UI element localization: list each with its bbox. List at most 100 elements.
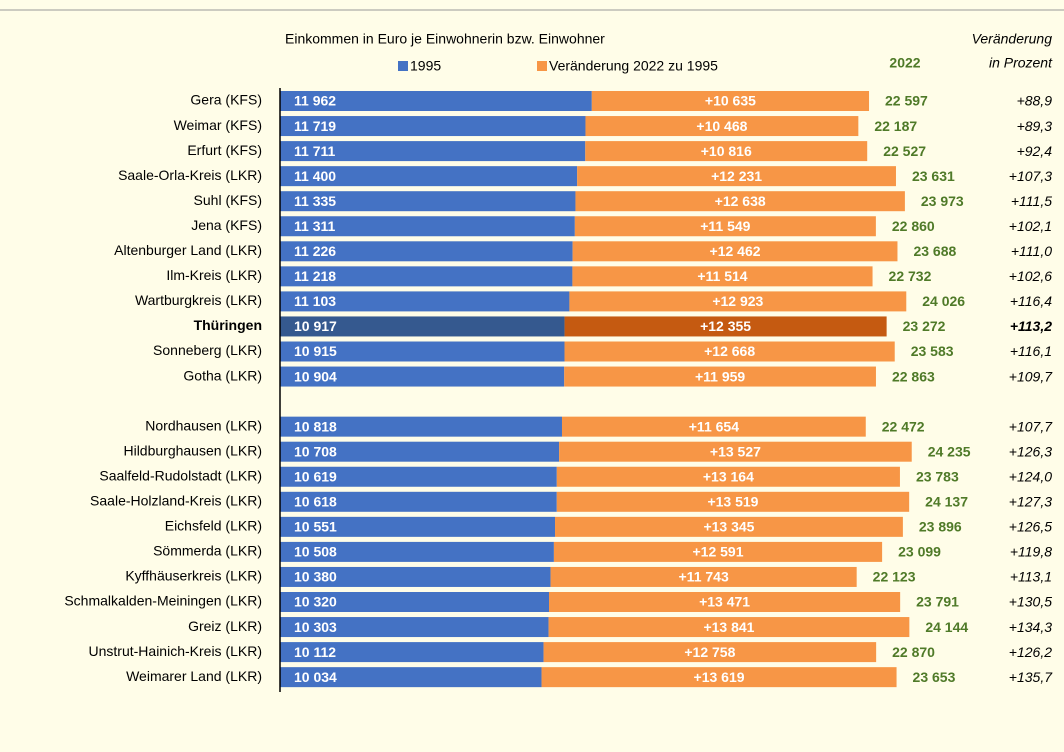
pct-label: +88,9	[1017, 93, 1053, 109]
category-label: Sömmerda (LKR)	[153, 543, 262, 559]
bar-label: +12 638	[715, 193, 766, 209]
bar-segment	[280, 592, 550, 612]
pct-label: +113,1	[1010, 569, 1052, 585]
total-label: 22 123	[873, 569, 916, 585]
pct-label: +124,0	[1009, 468, 1052, 484]
total-label: 24 144	[925, 619, 968, 635]
bar-segment	[280, 466, 557, 487]
bar-segment	[280, 516, 556, 537]
bar-segment	[541, 667, 897, 688]
bar-label: +13 164	[703, 468, 754, 484]
bar-segment	[572, 266, 873, 287]
bar-label: +10 816	[701, 143, 752, 159]
bar-segment	[559, 441, 912, 462]
bar-label: +13 841	[703, 619, 754, 635]
category-label: Saale-Orla-Kreis (LKR)	[118, 167, 262, 183]
bar-label: +13 345	[703, 519, 754, 535]
total-label: 24 235	[928, 443, 971, 459]
totals-header: 2022	[889, 55, 920, 71]
bar-segment	[543, 642, 877, 663]
bar-segment	[577, 166, 896, 187]
bar-label: 10 551	[294, 519, 337, 535]
bar-segment	[555, 516, 903, 537]
pct-label: +126,3	[1009, 443, 1052, 459]
bar-label: 11 711	[294, 143, 335, 159]
category-label: Thüringen	[194, 317, 262, 333]
total-label: 23 653	[913, 669, 956, 685]
pct-label: +111,0	[1011, 243, 1052, 259]
total-label: 23 272	[903, 318, 946, 334]
category-label: Saale-Holzland-Kreis (LKR)	[90, 493, 262, 509]
category-label: Gera (KFS)	[190, 92, 262, 108]
bar-label: +11 743	[679, 569, 729, 585]
pct-label: +116,4	[1010, 293, 1052, 309]
bar-label: 11 719	[294, 118, 336, 134]
total-label: 22 863	[892, 368, 935, 384]
bar-segment	[564, 316, 887, 337]
category-label: Saalfeld-Rudolstadt (LKR)	[99, 467, 262, 483]
bar-label: +11 514	[697, 268, 747, 284]
bar-segment	[550, 566, 857, 587]
bar-segment	[574, 216, 876, 237]
category-label: Erfurt (KFS)	[187, 142, 262, 158]
bar-label: +13 527	[710, 443, 761, 459]
category-label: Hildburghausen (LKR)	[123, 442, 262, 458]
category-label: Eichsfeld (LKR)	[165, 518, 262, 534]
bar-segment	[280, 617, 549, 638]
pct-label: +119,8	[1010, 544, 1052, 560]
bar-segment	[549, 592, 901, 612]
bar-segment	[280, 191, 576, 212]
bar-segment	[564, 341, 895, 362]
bar-segment	[280, 341, 565, 362]
pct-label: +116,1	[1010, 343, 1052, 359]
bar-label: +10 635	[705, 93, 756, 109]
bar-label: +10 468	[696, 118, 747, 134]
bar-segment	[585, 116, 859, 137]
pct-label: +134,3	[1009, 619, 1052, 635]
total-label: 23 099	[898, 544, 941, 560]
bar-segment	[553, 541, 883, 562]
pct-label: +126,5	[1009, 519, 1052, 535]
bar-segment	[556, 491, 910, 512]
bar-label: 11 103	[294, 293, 336, 309]
bar-segment	[280, 642, 544, 663]
bar-segment	[280, 141, 586, 162]
category-label: Suhl (KFS)	[194, 192, 262, 208]
bar-segment	[280, 91, 592, 111]
pct-label: +111,5	[1011, 193, 1052, 209]
bar-label: 10 818	[294, 418, 337, 434]
total-label: 23 688	[913, 243, 956, 259]
category-label: Gotha (LKR)	[183, 367, 262, 383]
bar-label: 10 619	[294, 468, 337, 484]
total-label: 23 783	[916, 468, 959, 484]
legend-swatch	[537, 61, 547, 71]
total-label: 23 973	[921, 193, 964, 209]
pct-label: +127,3	[1009, 494, 1052, 510]
category-label: Schmalkalden-Meiningen (LKR)	[64, 593, 262, 609]
pct-label: +102,6	[1009, 268, 1052, 284]
bar-label: +13 619	[694, 669, 745, 685]
category-label: Kyffhäuserkreis (LKR)	[125, 568, 262, 584]
bar-segment	[556, 466, 900, 487]
bar-label: 11 400	[294, 168, 336, 184]
bar-segment	[280, 241, 573, 262]
bar-label: 11 962	[294, 93, 336, 109]
bar-label: +11 549	[700, 218, 750, 234]
bar-label: +12 758	[684, 644, 735, 660]
pct-label: +126,2	[1009, 644, 1052, 660]
category-label: Ilm-Kreis (LKR)	[166, 267, 262, 283]
pct-label: +92,4	[1017, 143, 1053, 159]
pct-label: +89,3	[1017, 118, 1053, 134]
category-label: Jena (KFS)	[191, 217, 262, 233]
bar-label: +12 355	[700, 318, 751, 334]
bar-label: +12 462	[710, 243, 761, 259]
bar-label: 10 112	[294, 644, 336, 660]
bar-segment	[280, 291, 570, 312]
total-label: 22 187	[874, 118, 917, 134]
bar-label: 10 508	[294, 544, 337, 560]
bar-segment	[280, 166, 578, 187]
bar-segment	[280, 266, 573, 287]
pct-label: +130,5	[1009, 594, 1052, 610]
bar-segment	[572, 241, 898, 262]
bar-segment	[591, 91, 870, 111]
